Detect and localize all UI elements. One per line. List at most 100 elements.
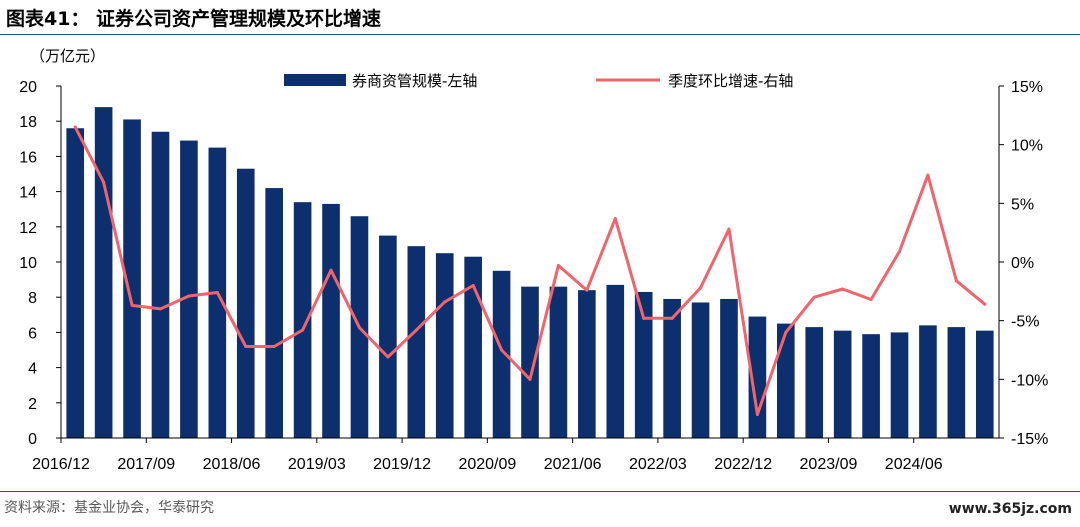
left-axis-tick-label: 18 <box>19 114 37 131</box>
growth-rate-point <box>215 291 219 295</box>
bar <box>833 330 852 438</box>
left-axis-tick-label: 10 <box>19 255 37 272</box>
growth-rate-point <box>585 288 589 292</box>
right-axis-tick-label: 10% <box>1011 138 1043 155</box>
right-axis-tick-label: 0% <box>1011 255 1034 272</box>
footer-divider <box>0 491 1080 492</box>
x-axis-tick-label: 2022/12 <box>714 456 772 473</box>
growth-rate-point <box>187 294 191 298</box>
bar <box>293 202 312 438</box>
bar <box>862 334 880 438</box>
growth-rate-point <box>898 249 902 253</box>
growth-rate-point <box>841 287 845 291</box>
growth-rate-point <box>244 344 248 348</box>
bar <box>663 298 681 438</box>
growth-rate-point <box>301 328 305 332</box>
growth-rate-point <box>556 264 560 268</box>
growth-rate-point <box>869 298 873 302</box>
bar <box>748 316 767 438</box>
bar <box>947 327 966 438</box>
right-axis-tick-label: -5% <box>1011 314 1039 331</box>
x-axis-tick-label: 2016/12 <box>32 456 90 473</box>
growth-rate-point <box>954 279 958 283</box>
bar <box>777 323 795 438</box>
right-axis-tick-label: -10% <box>1011 372 1048 389</box>
right-axis-tick-label: 5% <box>1011 196 1034 213</box>
bar <box>975 330 994 438</box>
bar <box>691 302 710 438</box>
x-axis-tick-label: 2017/09 <box>117 456 175 473</box>
growth-rate-point <box>812 295 816 299</box>
bar <box>805 327 824 438</box>
bar <box>549 286 568 438</box>
bar <box>123 119 141 438</box>
bar <box>521 286 539 438</box>
bar <box>180 140 198 438</box>
bar <box>464 256 482 438</box>
bar <box>578 290 596 438</box>
growth-rate-point <box>983 302 987 306</box>
growth-rate-point <box>102 180 106 184</box>
growth-rate-point <box>130 303 134 307</box>
x-axis-tick-label: 2023/09 <box>800 456 858 473</box>
left-axis-tick-label: 8 <box>28 290 37 307</box>
growth-rate-point <box>784 330 788 334</box>
growth-rate-point <box>500 348 504 352</box>
chart-title: 图表41： 证券公司资产管理规模及环比增速 <box>6 8 382 30</box>
growth-rate-point <box>727 227 731 231</box>
watermark: www.365jz.com <box>948 501 1072 517</box>
left-axis-tick-label: 4 <box>28 361 37 378</box>
bar <box>66 128 85 439</box>
growth-rate-point <box>642 316 646 320</box>
source-note: 资料来源：基金业协会，华泰研究 <box>4 500 214 516</box>
legend-line-label: 季度环比增速-右轴 <box>668 72 793 90</box>
y-axis-unit-label: （万亿元） <box>30 47 106 65</box>
bar <box>634 291 653 438</box>
right-axis-tick-label: -15% <box>1011 431 1048 448</box>
growth-rate-point <box>414 328 418 332</box>
right-axis-tick-label: 15% <box>1011 79 1043 96</box>
bar <box>151 131 170 438</box>
growth-rate-point <box>329 268 333 272</box>
bar <box>435 253 454 438</box>
x-axis-tick-label: 2021/06 <box>544 456 602 473</box>
x-axis-tick-label: 2019/12 <box>373 456 431 473</box>
growth-rate-point <box>158 307 162 311</box>
growth-rate-point <box>755 413 759 417</box>
x-axis-tick-label: 2020/09 <box>458 456 516 473</box>
bar <box>492 270 511 438</box>
left-axis-tick-label: 0 <box>28 431 37 448</box>
x-axis-tick-label: 2022/03 <box>629 456 687 473</box>
bar <box>265 188 283 438</box>
bar <box>379 235 397 438</box>
growth-rate-point <box>528 377 532 381</box>
growth-rate-point <box>699 286 703 290</box>
left-axis-tick-label: 6 <box>28 325 37 342</box>
left-axis-tick-label: 20 <box>19 79 37 96</box>
growth-rate-point <box>613 217 617 221</box>
growth-rate-point <box>73 125 77 129</box>
bar <box>94 107 113 439</box>
x-axis-tick-label: 2019/03 <box>288 456 346 473</box>
growth-rate-point <box>386 355 390 359</box>
bar <box>720 298 738 438</box>
growth-rate-point <box>357 326 361 330</box>
growth-rate-point <box>272 344 276 348</box>
growth-rate-point <box>670 316 674 320</box>
growth-rate-point <box>471 283 475 287</box>
legend-bar-swatch <box>284 74 346 86</box>
title-divider <box>0 34 1080 35</box>
legend-bar-label: 券商资管规模-左轴 <box>352 72 477 90</box>
x-axis-tick-label: 2018/06 <box>203 456 261 473</box>
x-axis-tick-label: 2024/06 <box>885 456 943 473</box>
growth-rate-point <box>443 300 447 304</box>
left-axis-tick-label: 16 <box>19 149 37 166</box>
growth-rate-point <box>926 173 930 177</box>
bar <box>606 284 625 438</box>
bar <box>890 332 909 438</box>
left-axis-tick-label: 12 <box>19 220 37 237</box>
bar <box>919 325 937 438</box>
left-axis-tick-label: 14 <box>19 185 37 202</box>
bar <box>236 168 255 438</box>
bar <box>322 203 340 438</box>
